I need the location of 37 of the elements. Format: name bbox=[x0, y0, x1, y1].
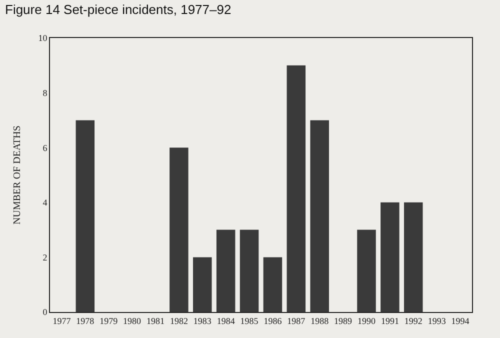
y-tick-label: 4 bbox=[42, 198, 48, 208]
bar bbox=[380, 202, 400, 312]
x-tick-label: 1992 bbox=[404, 316, 422, 326]
bar bbox=[357, 230, 376, 312]
chart-title: Figure 14 Set-piece incidents, 1977–92 bbox=[5, 2, 232, 18]
x-tick-label: 1981 bbox=[146, 316, 164, 326]
x-tick-label: 1984 bbox=[216, 316, 236, 326]
bar bbox=[216, 230, 236, 312]
bar bbox=[263, 257, 282, 312]
y-tick-label: 0 bbox=[42, 307, 48, 318]
y-tick-label: 6 bbox=[42, 142, 48, 153]
bar bbox=[193, 257, 212, 312]
y-tick-label: 8 bbox=[42, 88, 48, 98]
x-tick-label: 1989 bbox=[334, 316, 353, 326]
bar bbox=[240, 230, 259, 312]
bar bbox=[76, 120, 95, 312]
x-tick-label: 1994 bbox=[451, 316, 470, 326]
x-tick-label: 1988 bbox=[310, 316, 330, 326]
bar bbox=[310, 120, 329, 312]
y-tick-label: 10 bbox=[38, 33, 48, 44]
x-tick-label: 1979 bbox=[100, 316, 118, 326]
x-tick-label: 1977 bbox=[52, 316, 72, 326]
x-tick-label: 1993 bbox=[428, 316, 446, 326]
x-tick-label: 1985 bbox=[240, 316, 259, 326]
x-tick-label: 1983 bbox=[193, 316, 212, 326]
x-tick-label: 1990 bbox=[358, 316, 376, 326]
x-tick-label: 1982 bbox=[170, 316, 188, 326]
x-tick-label: 1980 bbox=[123, 316, 142, 326]
x-tick-label: 1978 bbox=[76, 316, 95, 326]
y-tick-label: 2 bbox=[42, 252, 48, 262]
bar bbox=[404, 202, 423, 312]
y-axis-title: NUMBER OF DEATHS bbox=[12, 126, 23, 224]
x-tick-label: 1986 bbox=[264, 316, 282, 326]
bar bbox=[286, 65, 306, 312]
x-tick-label: 1987 bbox=[287, 316, 306, 326]
x-tick-label: 1991 bbox=[380, 316, 399, 326]
bar bbox=[170, 148, 188, 312]
